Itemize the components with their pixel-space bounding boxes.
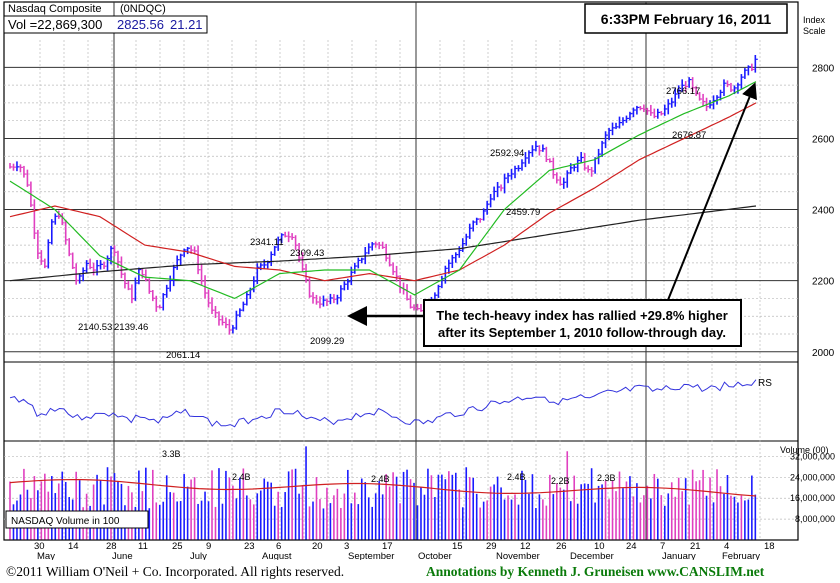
price-label: 2459.79 bbox=[506, 207, 540, 218]
ma-200-line bbox=[9, 205, 757, 282]
x-tick-label: 3 bbox=[344, 541, 349, 552]
x-tick-label: July bbox=[190, 551, 207, 560]
x-tick-label: 15 bbox=[452, 541, 463, 552]
copyright: ©2011 William O'Neil + Co. Incorporated.… bbox=[6, 564, 345, 579]
x-tick-label: 11 bbox=[138, 541, 148, 552]
y-tick-label: 2600 bbox=[812, 134, 835, 145]
price-label: 2341.11 bbox=[250, 237, 284, 248]
price-label: 2139.46 bbox=[114, 322, 148, 333]
price-label: 2140.53 bbox=[78, 322, 112, 333]
volume-ma-line bbox=[9, 479, 757, 497]
chart-svg: Nasdaq Composite (0NDQC) Vol =22,869,300… bbox=[3, 1, 835, 562]
price-labels: 2341.11 2309.43 2140.53 2139.46 2061.14 2099.… bbox=[78, 86, 706, 361]
y-tick-label: 2400 bbox=[812, 206, 835, 217]
volume-tick-label: 16,000,000 bbox=[790, 493, 835, 503]
annotation-line-2: after its September 1, 2010 follow-throu… bbox=[438, 325, 726, 340]
chart-symbol: (0NDQC) bbox=[120, 3, 166, 15]
x-tick-label: December bbox=[570, 551, 614, 560]
volume-peak-label: 2.4B bbox=[507, 472, 526, 482]
x-tick-label: 12 bbox=[520, 541, 531, 552]
annotation-arrows bbox=[347, 82, 757, 326]
x-tick-label: 21 bbox=[690, 541, 701, 552]
chart-series bbox=[9, 55, 758, 540]
x-tick-label: January bbox=[662, 551, 696, 560]
last-price: 2825.56 bbox=[117, 17, 164, 32]
volume-axis-ticks: 32,000,000 24,000,000 16,000,000 8,000,000 bbox=[790, 451, 835, 524]
rs-label: RS bbox=[758, 378, 772, 389]
volume-label: Vol =22,869,300 bbox=[8, 17, 102, 32]
x-tick-label: 20 bbox=[312, 541, 323, 552]
y-tick-label: 2800 bbox=[812, 63, 835, 74]
price-change: 21.21 bbox=[170, 17, 203, 32]
x-tick-label: August bbox=[262, 551, 292, 560]
scale-label-2: Scale bbox=[803, 26, 826, 36]
x-tick-label: 6 bbox=[276, 541, 281, 552]
y-axis-ticks: 2000 2200 2400 2600 2800 bbox=[812, 63, 835, 358]
grid bbox=[3, 1, 799, 541]
x-tick-label: 9 bbox=[206, 541, 211, 552]
x-tick-label: June bbox=[112, 551, 133, 560]
ma-50-line bbox=[9, 81, 757, 300]
x-tick-label: 17 bbox=[382, 541, 393, 552]
x-tick-label: 7 bbox=[660, 541, 665, 552]
x-tick-label: 24 bbox=[626, 541, 637, 552]
footer: ©2011 William O'Neil + Co. Incorporated.… bbox=[0, 560, 840, 583]
chart-title: Nasdaq Composite bbox=[8, 3, 102, 15]
x-tick-label: February bbox=[722, 551, 760, 560]
scale-label-1: Index bbox=[803, 15, 826, 25]
volume-peak-labels: 3.3B 2.4B 2.4B 2.4B 2.2B 2.3B bbox=[162, 449, 616, 486]
annotations-credit: Annotations by Kenneth J. Gruneisen www.… bbox=[426, 564, 765, 579]
x-tick-label: 4 bbox=[724, 541, 729, 552]
arrow-to-high bbox=[667, 82, 757, 301]
x-tick-label: November bbox=[496, 551, 540, 560]
volume-peak-label: 2.4B bbox=[232, 472, 251, 482]
x-tick-label: September bbox=[348, 551, 394, 560]
x-tick-label: 30 bbox=[34, 541, 45, 552]
x-tick-label: 10 bbox=[594, 541, 605, 552]
ma-red-line bbox=[9, 102, 757, 282]
x-tick-label: 26 bbox=[556, 541, 567, 552]
x-tick-label: 23 bbox=[244, 541, 255, 552]
x-tick-label: 28 bbox=[106, 541, 117, 552]
volume-peak-label: 2.4B bbox=[371, 474, 390, 484]
volume-peak-label: 2.3B bbox=[597, 473, 616, 483]
y-tick-label: 2200 bbox=[812, 277, 835, 288]
annotation-line-1: The tech-heavy index has rallied +29.8% … bbox=[436, 308, 728, 323]
x-tick-label: 14 bbox=[68, 541, 79, 552]
x-tick-label: October bbox=[418, 551, 452, 560]
rs-line bbox=[9, 379, 757, 428]
timestamp: 6:33PM February 16, 2011 bbox=[601, 11, 772, 27]
price-label: 2592.94 bbox=[490, 148, 524, 159]
volume-peak-label: 3.3B bbox=[162, 449, 181, 459]
price-label: 2676.87 bbox=[672, 130, 706, 141]
price-label: 2099.29 bbox=[310, 336, 344, 347]
volume-panel-label: NASDAQ Volume in 100 bbox=[11, 516, 120, 527]
volume-peak-label: 2.2B bbox=[551, 476, 570, 486]
volume-tick-label: 24,000,000 bbox=[790, 472, 835, 482]
price-label: 2061.14 bbox=[166, 350, 200, 361]
x-tick-label: 25 bbox=[172, 541, 183, 552]
x-tick-label: 29 bbox=[486, 541, 497, 552]
price-label: 2766.17 bbox=[666, 86, 700, 97]
volume-tick-label: 32,000,000 bbox=[790, 451, 835, 461]
x-tick-label: May bbox=[37, 551, 55, 560]
y-tick-label: 2000 bbox=[812, 348, 835, 359]
volume-tick-label: 8,000,000 bbox=[795, 514, 835, 524]
price-label: 2309.43 bbox=[290, 248, 324, 259]
volume-axis-title: Volume (00) bbox=[780, 445, 829, 455]
x-tick-label: 18 bbox=[764, 541, 775, 552]
